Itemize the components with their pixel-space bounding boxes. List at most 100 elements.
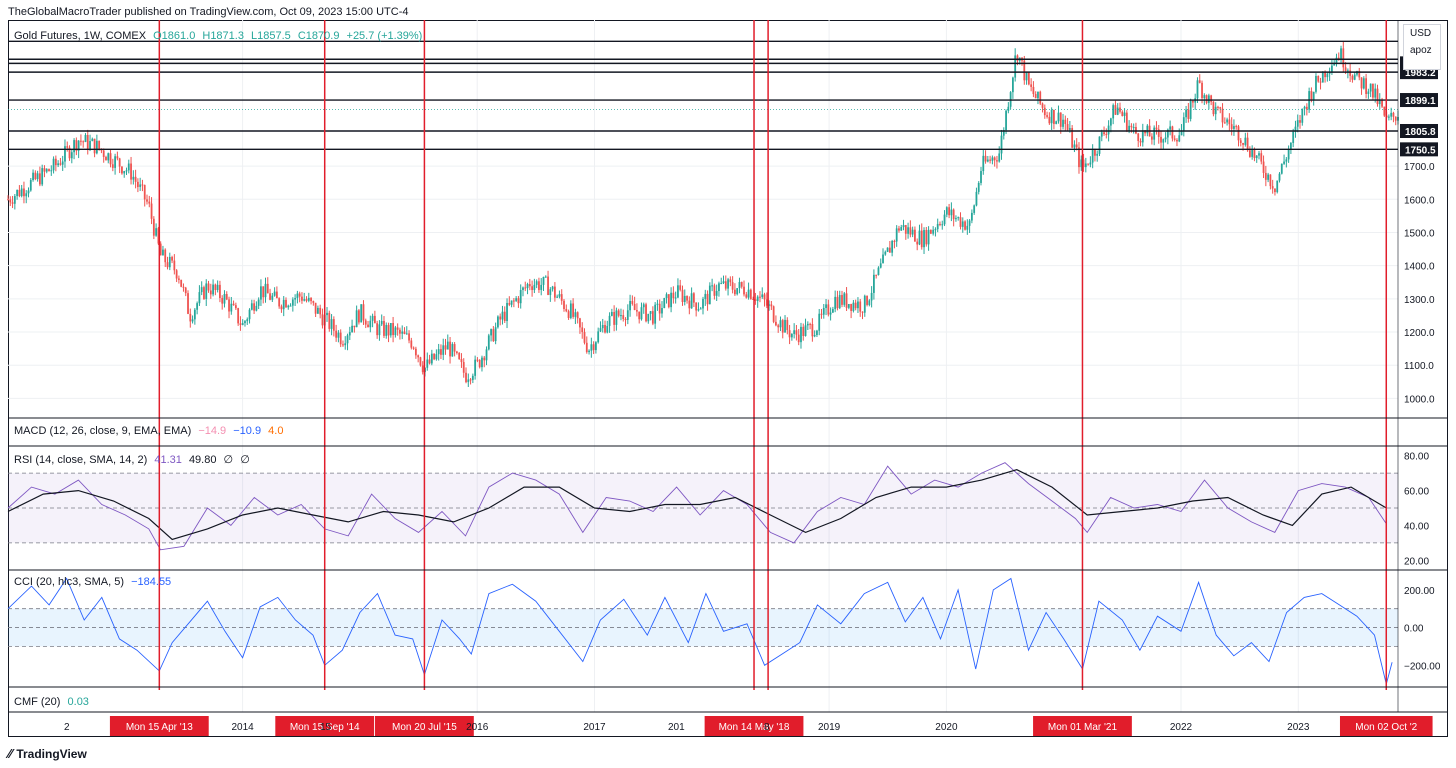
candle-body <box>1280 163 1283 174</box>
candle-body <box>638 311 641 320</box>
candle-body <box>84 135 87 142</box>
candle-body <box>442 345 445 355</box>
candle-body <box>1271 186 1274 189</box>
candle-body <box>230 303 233 312</box>
rsi-legend[interactable]: RSI (14, close, SMA, 14, 2) 41.31 49.80 … <box>14 453 254 466</box>
candle-body <box>1310 91 1313 101</box>
candle-body <box>118 158 121 167</box>
candle-body <box>1023 60 1026 81</box>
candle-body <box>704 293 707 299</box>
candle-body <box>1178 135 1181 142</box>
candle-body <box>428 359 431 364</box>
candle-body <box>779 320 782 328</box>
candle-body <box>465 372 467 383</box>
candle-body <box>285 299 287 308</box>
candle-body <box>713 285 716 296</box>
rsi-label: RSI (14, close, SMA, 14, 2) <box>14 454 148 466</box>
candle-body <box>1103 132 1105 135</box>
candle-body <box>1294 126 1297 132</box>
candle-body <box>312 301 315 303</box>
macd-legend[interactable]: MACD (12, 26, close, 9, EMA, EMA) −14.9 … <box>14 425 287 437</box>
candle-body <box>711 285 714 287</box>
candle-body <box>1239 140 1242 143</box>
candle-body <box>1125 112 1128 131</box>
candle-body <box>1324 71 1326 78</box>
candle-body <box>1180 130 1183 136</box>
price-axis-label: 1200.0 <box>1404 328 1435 339</box>
price-axis-label: 1400.0 <box>1404 262 1435 273</box>
candle-body <box>690 293 693 309</box>
cmf-legend[interactable]: CMF (20) 0.03 <box>14 696 93 708</box>
candle-body <box>961 221 964 227</box>
candle-body <box>337 332 340 338</box>
candle-body <box>1094 149 1096 156</box>
candle-body <box>1169 126 1172 130</box>
candle-body <box>335 330 338 338</box>
time-axis-label: 2020 <box>935 722 958 733</box>
candle-body <box>558 294 561 297</box>
candle-body <box>544 276 547 278</box>
candle-body <box>237 308 240 324</box>
candle-body <box>918 230 921 245</box>
candle-body <box>1321 71 1324 83</box>
candle-body <box>66 146 69 148</box>
candle-body <box>964 221 966 230</box>
candle-body <box>1057 112 1060 122</box>
time-axis-fragment: 8 <box>764 722 770 733</box>
candle-body <box>950 209 953 216</box>
candle-body <box>672 292 675 299</box>
candle-body <box>560 294 563 301</box>
price-legend[interactable]: Gold Futures, 1W, COMEX O1861.0 H1871.3 … <box>14 30 426 42</box>
candle-body <box>1205 95 1208 103</box>
candle-body <box>168 257 171 268</box>
candle-body <box>476 359 479 361</box>
unit-selector[interactable]: USD apoz <box>1403 24 1441 70</box>
candle-body <box>481 357 483 368</box>
candle-body <box>52 158 55 171</box>
price-level-label: 1899.1 <box>1405 96 1436 107</box>
candle-body <box>538 281 540 290</box>
candle-body <box>11 202 14 204</box>
candle-body <box>745 294 748 298</box>
candle-body <box>604 325 606 333</box>
candle-body <box>1246 137 1249 151</box>
candle-body <box>121 166 123 174</box>
candle-body <box>296 293 299 298</box>
candle-body <box>198 292 201 304</box>
candle-body <box>1360 77 1363 89</box>
candle-body <box>453 344 456 352</box>
candle-body <box>180 279 183 287</box>
candle-body <box>1039 91 1042 104</box>
candle-body <box>756 296 759 301</box>
candle-body <box>1378 99 1381 105</box>
candle-body <box>1153 127 1156 140</box>
candle-body <box>86 135 89 150</box>
candle-body <box>674 297 677 299</box>
candle-body <box>419 357 422 366</box>
cci-legend[interactable]: CCI (20, hlc3, SMA, 5) −184.55 <box>14 576 175 588</box>
candle-body <box>1059 112 1062 127</box>
candle-body <box>829 312 832 315</box>
candle-body <box>298 293 301 297</box>
rsi-value-4: ∅ <box>240 454 250 466</box>
candle-body <box>64 146 66 162</box>
candle-body <box>1130 125 1133 128</box>
candle-body <box>57 163 60 166</box>
candle-body <box>50 170 53 172</box>
candle-body <box>278 298 281 307</box>
candle-body <box>275 291 278 299</box>
candle-body <box>1305 106 1308 110</box>
candle-body <box>1053 109 1055 124</box>
candle-body <box>784 319 786 333</box>
candle-body <box>998 153 1001 162</box>
tradingview-logo[interactable]: ⁄⁄ TradingView <box>8 746 87 761</box>
candle-body <box>1230 124 1233 129</box>
candle-body <box>27 190 30 194</box>
signal-date-tag <box>1339 716 1433 736</box>
candle-body <box>1269 174 1272 187</box>
candle-body <box>209 290 212 295</box>
candle-body <box>485 349 488 361</box>
candle-body <box>1292 131 1295 143</box>
candle-body <box>82 141 85 143</box>
